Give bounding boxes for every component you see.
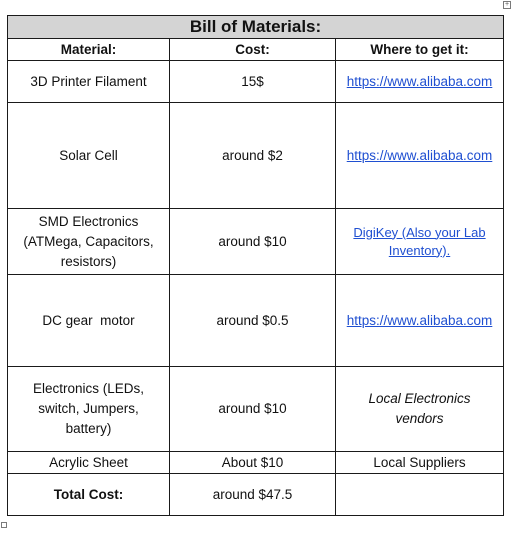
header-row: Material: Cost: Where to get it: (7, 38, 505, 61)
cost-cell: around $10 (169, 208, 336, 275)
source-cell: Local Suppliers (334, 451, 505, 474)
cost-cell: around $0.5 (169, 274, 336, 367)
alibaba-link[interactable]: https://www.alibaba.com (346, 147, 493, 163)
table-row: 3D Printer Filament 15$ https://www.alib… (7, 60, 505, 103)
bill-of-materials-table: Bill of Materials: Material: Cost: Where… (6, 15, 505, 516)
material-cell: Electronics (LEDs, switch, Jumpers, batt… (7, 366, 170, 452)
table-resize-handle[interactable] (1, 522, 7, 528)
cost-cell: About $10 (169, 451, 336, 474)
table-row: Solar Cell around $2 https://www.alibaba… (7, 102, 505, 209)
source-cell: https://www.alibaba.com (334, 274, 505, 367)
source-cell: Local Electronics vendors (334, 366, 505, 452)
cost-cell: around $2 (169, 102, 336, 209)
table-title: Bill of Materials: (6, 15, 505, 39)
table-row: SMD Electronics (ATMega, Capacitors, res… (7, 208, 505, 275)
header-material: Material: (7, 38, 170, 61)
total-source-cell (334, 473, 505, 516)
table-row: Electronics (LEDs, switch, Jumpers, batt… (7, 366, 505, 452)
material-cell: SMD Electronics (ATMega, Capacitors, res… (7, 208, 170, 275)
table-row: DC gear motor around $0.5 https://www.al… (7, 274, 505, 367)
total-row: Total Cost: around $47.5 (7, 473, 505, 516)
cost-cell: 15$ (169, 60, 336, 103)
table-row: Acrylic Sheet About $10 Local Suppliers (7, 451, 505, 474)
source-cell: https://www.alibaba.com (334, 102, 505, 209)
source-cell: DigiKey (Also your Lab Inventory). (334, 208, 505, 275)
material-cell: Solar Cell (7, 102, 170, 209)
material-cell: DC gear motor (7, 274, 170, 367)
table-move-handle[interactable]: + (503, 1, 511, 9)
header-cost: Cost: (169, 38, 336, 61)
header-source: Where to get it: (334, 38, 505, 61)
move-cross-icon: + (504, 1, 510, 8)
total-label: Total Cost: (7, 473, 170, 516)
material-cell: Acrylic Sheet (7, 451, 170, 474)
total-value: around $47.5 (169, 473, 336, 516)
digikey-link[interactable]: DigiKey (Also your Lab Inventory). (353, 224, 486, 258)
source-cell: https://www.alibaba.com (334, 60, 505, 103)
alibaba-link[interactable]: https://www.alibaba.com (346, 73, 493, 89)
material-cell: 3D Printer Filament (7, 60, 170, 103)
cost-cell: around $10 (169, 366, 336, 452)
alibaba-link[interactable]: https://www.alibaba.com (346, 312, 493, 328)
